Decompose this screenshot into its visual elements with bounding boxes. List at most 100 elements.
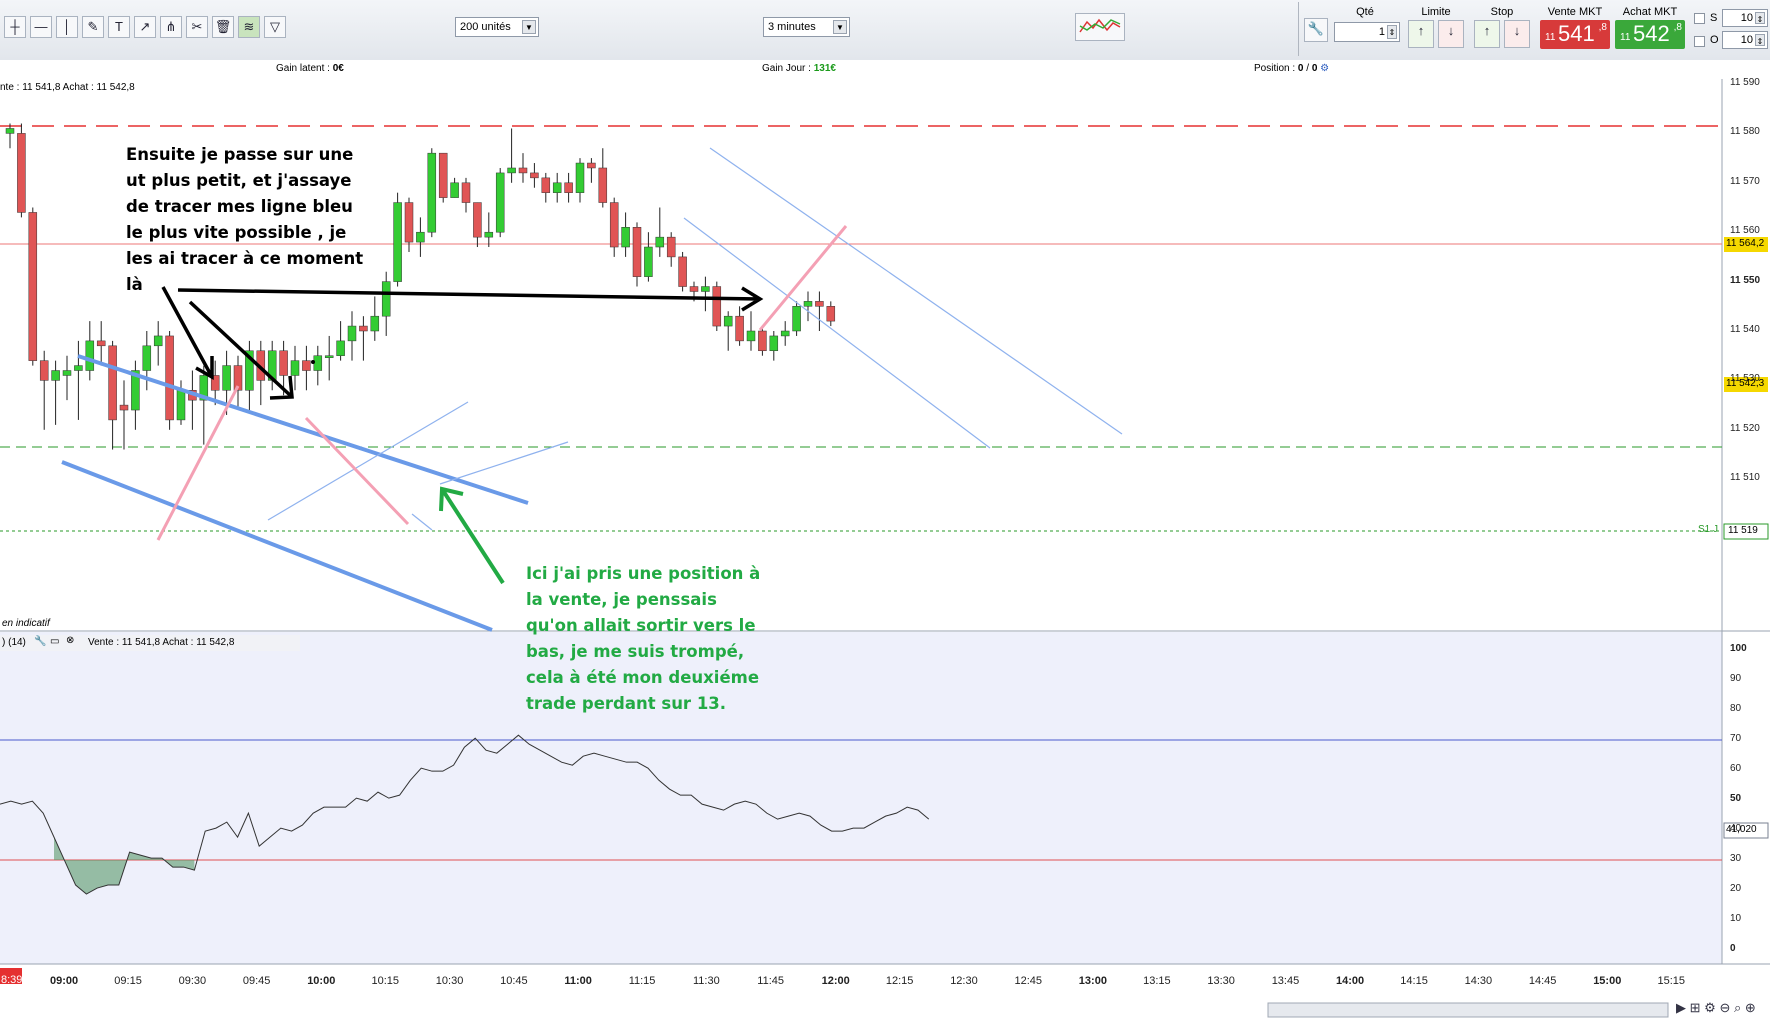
buy-price: 542 (1633, 21, 1670, 46)
candle-bullish (85, 340, 95, 371)
candle-bullish (416, 231, 425, 243)
channel-lower-line[interactable] (61, 460, 493, 632)
search-icon[interactable]: ⌕ (1733, 1000, 1742, 1015)
s1-label: S1 J (1698, 524, 1719, 535)
rsi-axis-label: 90 (1730, 673, 1742, 684)
arrow-icon[interactable]: ↗ (134, 16, 156, 38)
candle-bullish (701, 286, 710, 292)
wrench-icon[interactable]: 🔧 (1304, 18, 1328, 42)
chart-settings-icon[interactable]: ⚙ (1704, 1000, 1716, 1015)
candle-bearish (210, 375, 220, 391)
note-black-line: les ai tracer à ce moment (126, 249, 364, 268)
qty-input[interactable]: 1 ⇕ (1334, 22, 1400, 42)
candle-bullish (176, 390, 186, 421)
candle-bullish (370, 315, 380, 332)
gear-icon[interactable]: ⚙ (1320, 63, 1330, 74)
candle-bearish (39, 360, 49, 381)
candle-bearish (541, 177, 551, 193)
time-axis-label: 14:30 (1464, 975, 1493, 987)
candle-bullish (621, 227, 630, 248)
channel-upper-line[interactable] (77, 354, 529, 505)
fork-icon[interactable]: ⋔ (160, 16, 182, 38)
time-axis-label: 11:30 (693, 975, 720, 987)
position-separator: / (1306, 63, 1310, 74)
small-channel-lower[interactable] (439, 441, 569, 485)
candle-bullish (507, 167, 516, 174)
spinner-icon: ⇕ (1755, 12, 1765, 24)
buy-limit-button[interactable]: ↑ (1408, 20, 1434, 48)
small-tick-line[interactable] (411, 513, 433, 531)
vertical-line-icon[interactable]: │ (56, 16, 78, 38)
info-bar: Gain latent : 0€ Gain Jour : 131€ Positi… (0, 60, 1770, 79)
candle-bearish (438, 152, 448, 198)
green-arrow (439, 486, 505, 585)
rsi-axis-label: 40 (1730, 823, 1742, 834)
rsi-axis-label: 0 (1730, 943, 1736, 954)
pink-break-line-3[interactable] (758, 225, 848, 331)
candle-bearish (165, 335, 174, 421)
small-channel-upper[interactable] (267, 401, 469, 521)
channel-icon[interactable]: ≋ (238, 16, 260, 38)
time-axis-label: 13:45 (1271, 975, 1300, 987)
buy-mkt-label: Achat MKT (1622, 6, 1678, 18)
o-input[interactable]: 10 ⇕ (1722, 31, 1768, 49)
resist-price-text: 11 564,2 (1726, 238, 1765, 249)
candle-bearish (279, 350, 288, 376)
text-icon[interactable]: T (108, 16, 130, 38)
time-axis-label: 15:15 (1657, 975, 1686, 987)
time-axis-label: 14:45 (1528, 975, 1557, 987)
chart-nav-tools: ▶ ⊞ ⚙ ⊖ ⌕ ⊕ (1676, 1000, 1756, 1016)
buy-stop-button[interactable]: ↑ (1474, 20, 1500, 48)
tools-icon[interactable]: ✂ (186, 16, 208, 38)
separator (1298, 2, 1299, 56)
down-channel-lower[interactable] (683, 217, 991, 449)
crosshair-icon[interactable]: ┼ (4, 16, 26, 38)
candle-bearish (96, 340, 106, 347)
sell-market-button[interactable]: 11 541 ,8 (1540, 20, 1610, 49)
wrench-icon[interactable]: 🔧 (34, 636, 47, 647)
note-green-line: qu'on allait sortir vers le (526, 616, 756, 635)
draw-icon[interactable]: ✎ (82, 16, 104, 38)
pink-break-line-2[interactable] (304, 416, 410, 526)
candle-bullish (313, 355, 323, 371)
chevron-down-icon: ▼ (522, 20, 536, 34)
horizontal-scrollbar[interactable] (1267, 1002, 1669, 1018)
line-icon[interactable]: — (30, 16, 52, 38)
trash-icon[interactable]: 🗑 (212, 16, 234, 38)
candle-bullish (495, 172, 505, 233)
play-icon[interactable]: ▶ (1676, 1000, 1686, 1015)
close-icon[interactable]: ⊗ (66, 635, 75, 646)
s-input[interactable]: 10 ⇕ (1722, 9, 1768, 27)
sell-stop-button[interactable]: ↓ (1504, 20, 1530, 48)
zoom-in-icon[interactable]: ⊕ (1744, 1000, 1756, 1015)
quantity-select-value: 200 unités (460, 21, 511, 33)
chart-zoom-fit-icon[interactable]: ⊞ (1689, 1000, 1701, 1015)
candle-bearish (564, 182, 573, 193)
top-toolbar: ┼ — │ ✎ T ↗ ⋔ ✂ 🗑 ≋ ▽ 200 unités ▼ 3 min… (0, 0, 1770, 61)
buy-market-button[interactable]: 11 542 ,8 (1615, 20, 1685, 49)
black-arrow-down-2 (188, 300, 294, 400)
s-checkbox[interactable] (1694, 13, 1705, 24)
triangle-icon[interactable]: ▽ (264, 16, 286, 38)
down-channel-upper[interactable] (709, 147, 1123, 435)
window-icon[interactable]: ▭ (50, 636, 60, 647)
o-checkbox[interactable] (1694, 36, 1705, 47)
rsi-oversold-fill (54, 837, 195, 895)
candle-bearish (359, 325, 368, 332)
candle-bearish (119, 404, 129, 411)
candle-bearish (632, 227, 642, 277)
timeframe-select[interactable]: 3 minutes ▼ (763, 17, 850, 37)
sell-limit-button[interactable]: ↓ (1438, 20, 1464, 48)
last-price-text: 11 542,3 (1726, 378, 1765, 389)
zoom-out-icon[interactable]: ⊖ (1719, 1000, 1731, 1015)
rsi-line (0, 734, 930, 895)
quantity-select[interactable]: 200 unités ▼ (455, 17, 539, 37)
time-axis-label: 13:30 (1207, 975, 1235, 987)
chart-style-icon[interactable] (1075, 13, 1125, 41)
s-label: S (1710, 12, 1718, 24)
candle-bullish (769, 335, 779, 352)
sell-mkt-label: Vente MKT (1547, 6, 1603, 18)
candle-bullish (222, 365, 231, 391)
pink-break-line-1[interactable] (156, 385, 240, 541)
